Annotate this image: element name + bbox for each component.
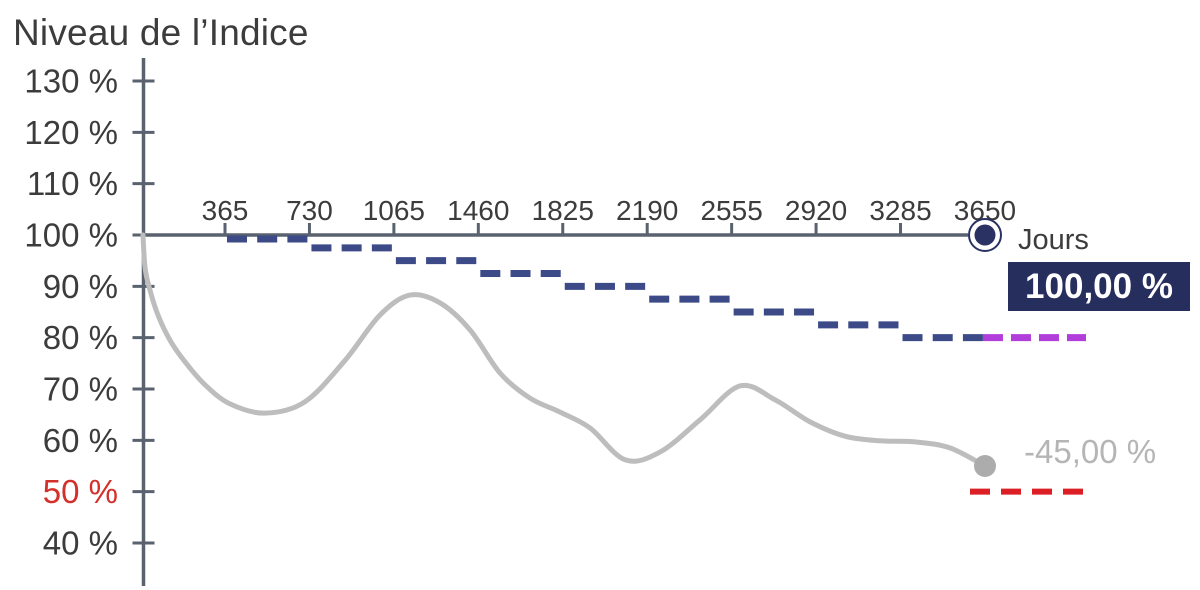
axis-end-handle[interactable] xyxy=(974,224,996,246)
x-axis-unit-label: Jours xyxy=(1018,224,1089,256)
y-tick-label: 50 % xyxy=(43,473,118,510)
y-tick-label: 70 % xyxy=(43,370,118,407)
y-tick-label: 60 % xyxy=(43,422,118,459)
index-curve-group xyxy=(140,232,996,477)
handle-group xyxy=(968,218,1002,252)
index-end-dot xyxy=(974,454,996,477)
x-tick-label: 1065 xyxy=(363,195,425,226)
y-tick-label: 100 % xyxy=(24,217,118,254)
x-tick-label: 2555 xyxy=(700,195,762,226)
x-tick-label: 3285 xyxy=(869,195,931,226)
axes-group: 130 % 120 % 110 % 100 % 90 % 80 % 70 % 60 % 50 %… xyxy=(24,58,1016,586)
capital-level-badge: 100,00 % xyxy=(1008,262,1190,311)
index-curve xyxy=(140,232,988,469)
index-end-value-label: -45,00 % xyxy=(1024,433,1157,470)
x-tick-label: 365 xyxy=(202,195,249,226)
y-tick-label: 120 % xyxy=(24,114,118,151)
step-lines-group xyxy=(227,235,1086,495)
x-tick-label: 1460 xyxy=(447,195,509,226)
y-tick-label: 40 % xyxy=(43,524,118,561)
y-tick-label: 110 % xyxy=(27,165,118,202)
x-tick-label: 730 xyxy=(286,195,333,226)
y-tick-label: 90 % xyxy=(43,268,118,305)
x-tick-label: 2190 xyxy=(616,195,678,226)
x-tick-label: 1825 xyxy=(532,195,594,226)
chart-title: Niveau de l’Indice xyxy=(13,12,309,53)
x-tick-label: 2920 xyxy=(785,195,847,226)
y-tick-label: 130 % xyxy=(24,63,118,100)
y-tick-label: 80 % xyxy=(43,319,118,356)
